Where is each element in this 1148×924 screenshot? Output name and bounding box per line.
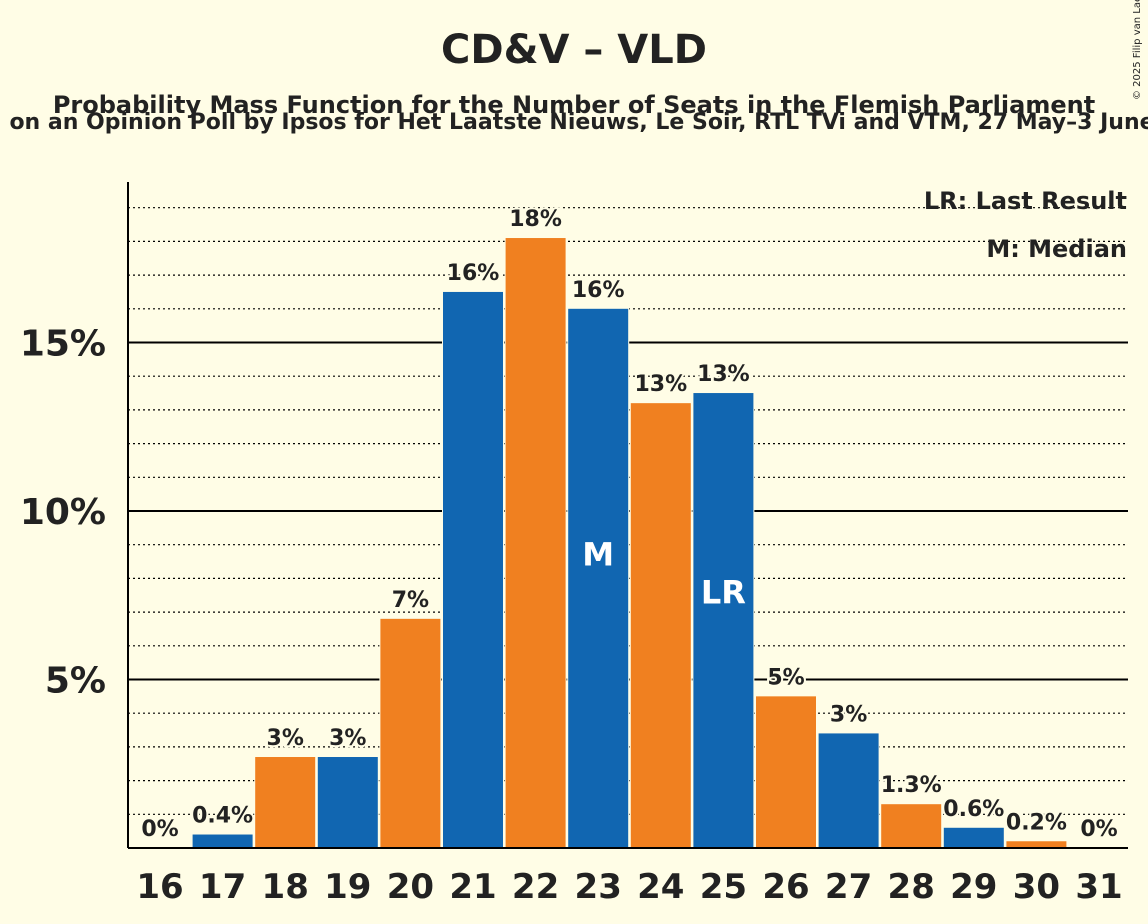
x-tick-label: 31 [1075,867,1122,907]
bar-19 [317,757,378,848]
data-label: 0% [141,817,178,842]
x-tick-label: 26 [762,867,809,907]
chart-title: CD&V – VLD [441,27,707,73]
chart-source-subtitle: on an Opinion Poll by Ipsos for Het Laat… [9,110,1148,135]
x-tick-label: 21 [449,867,496,907]
legend-median: M: Median [986,235,1127,263]
last-result-marker: LR [701,573,746,611]
data-label: 16% [572,278,625,303]
data-label: 7% [392,588,429,613]
data-label: 16% [447,261,500,286]
bar-21 [443,291,503,848]
x-tick-label: 27 [825,867,872,907]
x-tick-label: 30 [1013,867,1060,907]
data-label: 3% [830,702,867,727]
x-tick-label: 24 [637,867,684,907]
y-tick-label: 5% [45,661,106,702]
y-tick-label: 15% [20,324,106,365]
chart-subtitle: Probability Mass Function for the Number… [52,91,1096,119]
bar-17 [192,834,253,848]
data-label: 0.4% [192,804,253,829]
data-label: 5% [767,665,804,690]
x-axis-tick-labels: 16 17 18 19 20 21 22 23 24 25 26 27 28 29 30 31 [136,867,1122,907]
bar-18 [255,757,316,848]
x-tick-label: 28 [888,867,935,907]
x-tick-label: 23 [575,867,622,907]
data-label: 18% [509,207,562,232]
bar-28 [881,804,942,848]
x-tick-label: 19 [324,867,371,907]
bar-27 [818,733,879,848]
bar-26 [756,696,816,848]
bar-25 [693,393,754,848]
bar-29 [943,827,1004,848]
y-tick-label: 10% [20,492,106,533]
x-tick-label: 29 [950,867,997,907]
data-label: 3% [329,726,366,751]
bar-24 [630,403,691,848]
bar-30 [1006,841,1067,848]
bar-20 [380,618,441,848]
x-tick-label: 22 [512,867,559,907]
data-label: 3% [267,726,304,751]
data-label: 0% [1080,817,1117,842]
data-label: 13% [697,362,750,387]
x-tick-label: 16 [136,867,183,907]
bar-23 [568,308,629,848]
data-label: 0.6% [943,797,1004,822]
x-tick-label: 20 [387,867,434,907]
x-tick-label: 25 [700,867,747,907]
bars: 0%0.4%3% 3%7%16%18%16%M13% 13%LR5%3%1.3%0.… [139,205,1120,848]
x-tick-label: 17 [199,867,246,907]
data-label: 0.2% [1006,810,1067,835]
bar-22 [505,238,566,848]
data-label: 1.3% [881,773,942,798]
median-marker: M [582,535,614,573]
legend-last-result: LR: Last Result [924,187,1127,215]
data-label: 13% [634,372,687,397]
y-axis-ticks: 5% 10% 15% [20,324,106,702]
x-tick-label: 18 [262,867,309,907]
